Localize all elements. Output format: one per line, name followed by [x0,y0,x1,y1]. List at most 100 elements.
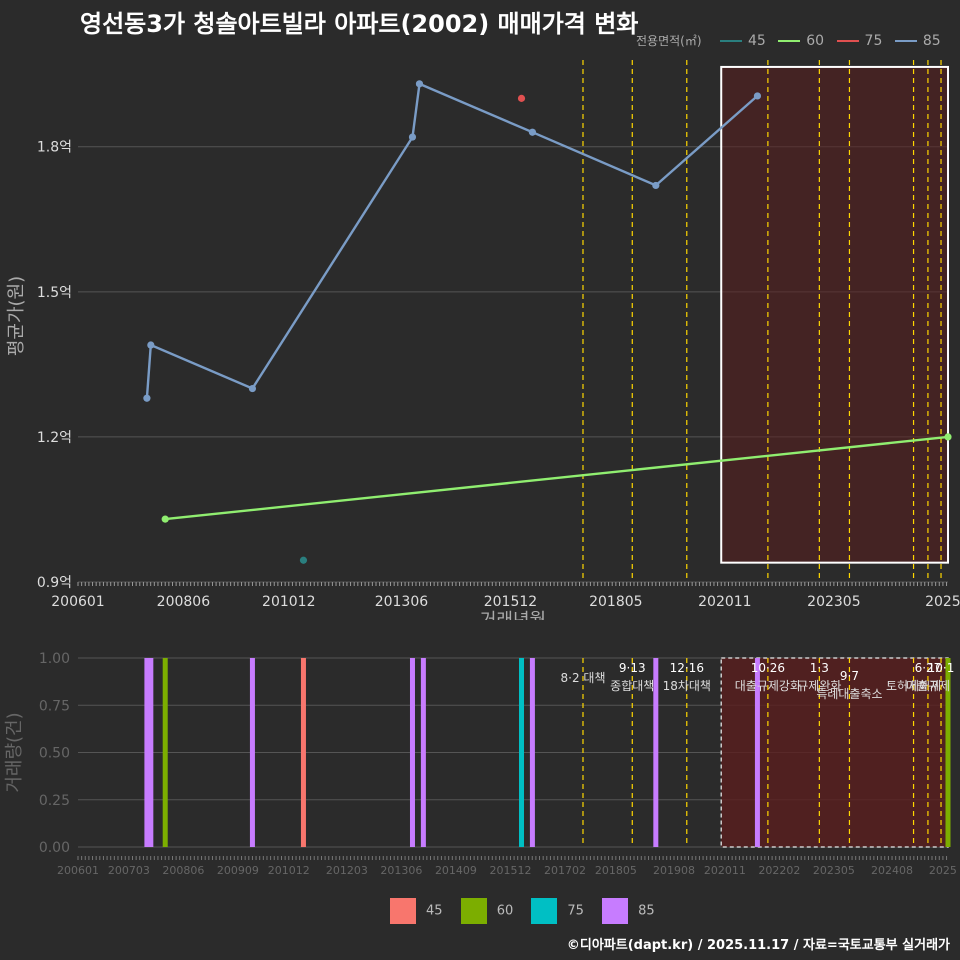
volume-bar-60 [162,658,168,847]
price-ytick-label: 1.2억 [37,430,72,446]
policy-name-label: 대출규제강화 [735,679,801,693]
volume-bar-45 [300,658,306,847]
bar-legend-swatch-75 [531,898,558,924]
volume-xtick-label: 201012 [268,864,310,877]
volume-xtick-label: 201512 [489,864,531,877]
volume-bar-75 [519,658,525,847]
legend-swatch-75 [836,40,859,42]
volume-xtick-label: 202202 [758,864,800,877]
volume-bar-60 [945,658,951,847]
volume-xtick-label: 2025 [929,864,957,877]
price-point-60 [161,515,169,523]
price-xtick-label: 201805 [589,594,642,610]
bar-legend-swatch-60 [460,898,487,924]
volume-bar-85 [420,658,426,847]
volume-bar-85 [148,658,154,847]
price-y-axis-title: 평균가(원) [6,276,27,356]
volume-ytick-label: 0.75 [39,698,70,714]
policy-date-label: 1·3 [810,661,829,675]
volume-xtick-label: 200909 [217,864,259,877]
policy-date-label: 9·13 [619,661,646,675]
volume-xtick-label: 202408 [871,864,913,877]
price-x-axis-title: 거래년월 [480,610,546,620]
price-xtick-label: 202011 [698,594,751,610]
price-xtick-label: 200806 [157,594,211,610]
legend-item-60: 60 [778,33,824,49]
price-point-85 [408,133,417,141]
volume-ytick-label: 0.50 [39,746,70,762]
source-footer: ©디아파트(dapt.kr) / 2025.11.17 / 자료=국토교통부 실… [566,938,950,953]
price-xtick-label: 2025 [925,594,960,610]
price-point-85 [652,181,660,190]
price-xtick-label: 201012 [262,594,315,610]
volume-y-axis-title: 거래량(건) [4,712,25,792]
bar-legend-swatch-45 [390,898,416,924]
price-point-75 [517,94,526,102]
volume-xtick-label: 201306 [380,864,422,877]
legend-swatch-60 [778,40,801,42]
volume-xtick-label: 201805 [595,864,637,877]
policy-name-label: 대출규제 [906,679,950,693]
volume-xtick-label: 201203 [326,864,368,877]
bar-legend-item-45: 45 [390,898,443,924]
legend-item-45: 45 [719,33,766,49]
legend-title: 전용면적(㎡) [636,34,702,48]
price-xtick-label: 201512 [484,594,537,610]
policy-date-label: 10·26 [751,661,785,675]
policy-date-label: 6·27 [915,661,942,675]
volume-bar-85 [754,658,760,847]
policy-date-label: 12·16 [670,661,704,675]
volume-xtick-label: 200601 [57,864,99,877]
bar-legend-item-60: 60 [460,898,513,924]
volume-xtick-label: 200703 [108,864,150,877]
bar-legend-swatch-85 [602,898,629,924]
price-ytick-label: 1.5억 [37,285,72,301]
price-line-60 [165,435,949,521]
volume-bar-85 [409,658,415,847]
price-xtick-label: 201306 [375,594,429,610]
policy-name-label: 종합대책 [610,678,654,693]
volume-bar-85 [653,658,659,847]
price-highlight-box [720,65,950,564]
policy-date-label: 9·7 [840,669,859,683]
price-point-45 [299,556,308,564]
bar-legend-item-85: 85 [602,898,655,924]
price-point-85 [147,341,155,349]
price-xtick-label: 202305 [807,594,860,610]
policy-date-label: 10·1 [928,661,955,675]
volume-xtick-label: 201702 [544,864,586,877]
price-ytick-label: 1.8억 [37,140,72,156]
bar-legend-item-75: 75 [531,898,584,924]
volume-xtick-label: 201409 [435,864,477,877]
volume-ytick-label: 0.00 [39,840,70,856]
volume-xtick-label: 202011 [704,864,746,877]
volume-xtick-label: 200806 [162,864,204,877]
volume-bar-85 [144,658,150,847]
policy-name-label: 18차대책 [663,678,711,693]
legend-item-85: 85 [894,33,941,49]
policy-name-label: 특례대출축소 [816,687,882,701]
volume-xtick-label: 202305 [813,864,855,877]
volume-xtick-label: 201908 [653,864,695,877]
volume-ytick-label: 0.25 [39,793,70,809]
price-line-85 [145,82,759,399]
price-point-60 [944,433,952,441]
legend-item-75: 75 [836,33,882,49]
volume-ytick-label: 1.00 [39,651,70,667]
policy-name-label: 8·2 대책 [561,670,606,685]
price-ytick-label: 0.9억 [37,575,72,591]
price-point-85 [415,80,424,88]
price-point-85 [248,384,257,393]
volume-chart: 0.00 0.25 0.50 0.75 1.00 8·2 대책 9·13 종합대책 12·16 1… [4,651,957,877]
chart-title: 영선동3가 청솔아트빌라 아파트(2002) 매매가격 변화 [80,10,639,38]
area-legend-bottom: 45 60 75 85 [390,898,669,924]
volume-bar-85 [529,658,535,847]
policy-name-label: 규제완화 [797,679,841,693]
price-point-85 [528,128,537,136]
price-chart: 0.9억 1.2억 1.5억 1.8억 200601 200806 201012 201306… [6,60,960,620]
price-xtick-label: 200601 [51,594,104,610]
area-legend-top: 전용면적(㎡) 45 60 75 85 [636,32,941,49]
legend-swatch-45 [719,40,742,42]
volume-bar-85 [249,658,255,847]
